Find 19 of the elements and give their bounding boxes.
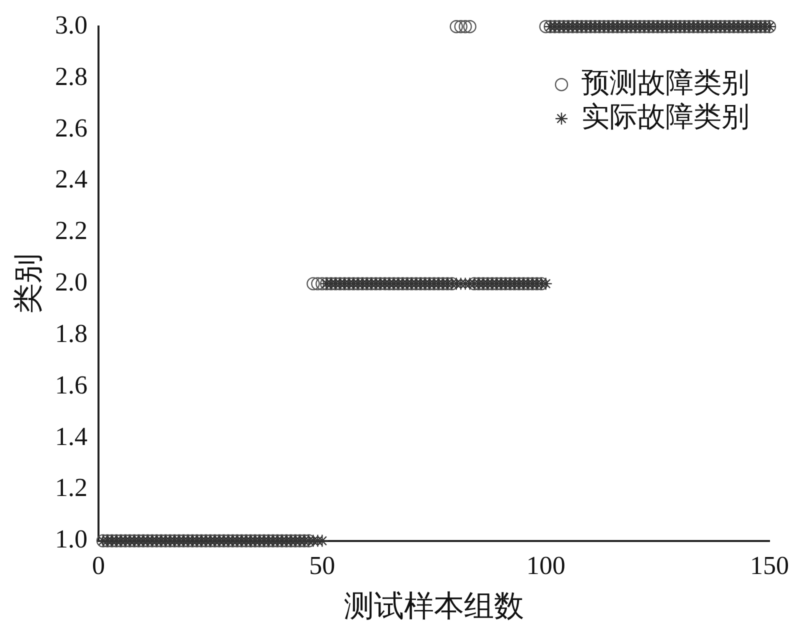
- x-tick-label: 100: [526, 551, 566, 580]
- x-axis-title: 测试样本组数: [344, 590, 524, 623]
- y-axis-title: 类别: [12, 254, 45, 314]
- y-tick-label: 1.2: [55, 473, 88, 502]
- y-tick-label: 1.4: [55, 422, 88, 451]
- x-tick-label: 0: [92, 551, 105, 580]
- y-tick-label: 3.0: [55, 10, 88, 40]
- y-tick-label: 2.6: [55, 113, 88, 142]
- y-tick-label: 1.8: [55, 318, 88, 348]
- y-tick-label: 1.0: [55, 524, 88, 554]
- y-tick-label: 1.6: [55, 370, 88, 400]
- legend-label: 实际故障类别: [582, 102, 750, 133]
- x-tick-label: 150: [750, 551, 789, 580]
- x-tick-label: 50: [309, 551, 336, 580]
- y-tick-label: 2.8: [55, 62, 88, 91]
- legend-label: 预测故障类别: [582, 68, 750, 99]
- y-tick-label: 2.4: [55, 164, 88, 194]
- y-tick-label: 2.0: [55, 268, 88, 297]
- y-tick-label: 2.2: [55, 216, 88, 246]
